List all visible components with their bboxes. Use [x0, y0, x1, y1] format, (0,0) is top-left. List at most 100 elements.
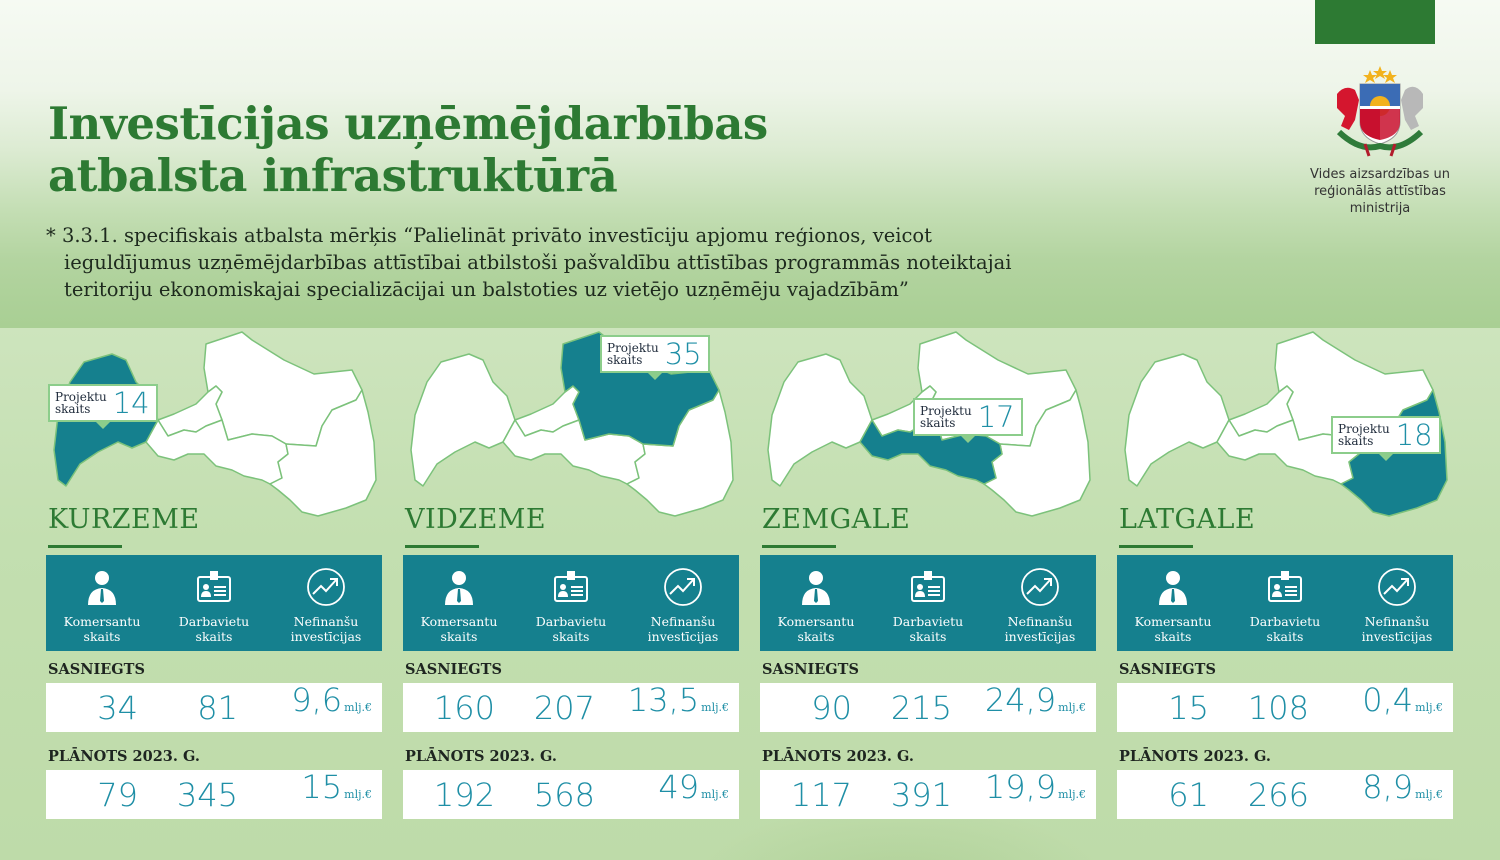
- latvia-coat-of-arms-icon: [1336, 66, 1424, 157]
- subtitle-line: * 3.3.1. specifiskais atbalsta mērķis “P…: [46, 224, 932, 247]
- planned-investments: 8,9 mlj.€: [1362, 768, 1443, 806]
- kpi-header: Komersantu skaits Darbavietu skaits Nefina…: [46, 555, 382, 651]
- ministry-name-line: ministrija: [1349, 201, 1411, 216]
- achieved-investments: 9,6 mlj.€: [291, 681, 372, 719]
- project-count-badge: Projektu skaits 35: [600, 335, 710, 380]
- badge-pointer: [94, 421, 111, 429]
- achieved-label: SASNIEGTS: [1119, 661, 1216, 678]
- kpi-investments: Nefinanšu investīcijas: [1341, 555, 1453, 651]
- project-count: 35: [664, 337, 702, 371]
- region-name: LATGALE: [1119, 504, 1256, 535]
- achieved-companies: 34: [97, 689, 138, 727]
- badge-label: Projektu skaits: [920, 404, 972, 430]
- kpi-jobs: Darbavietu skaits: [1229, 555, 1341, 651]
- region-name: KURZEME: [48, 504, 200, 535]
- kpi-header: Komersantu skaits Darbavietu skaits Nefina…: [403, 555, 739, 651]
- achieved-investments: 13,5 mlj.€: [627, 681, 729, 719]
- unit-label: mlj.€: [1058, 788, 1086, 801]
- planned-investments: 15 mlj.€: [301, 768, 372, 806]
- planned-investments: 19,9 mlj.€: [984, 768, 1086, 806]
- title-line-1: Investīcijas uzņēmējdarbības: [48, 97, 768, 150]
- kpi-companies: Komersantu skaits: [760, 555, 872, 651]
- unit-label: mlj.€: [1415, 701, 1443, 714]
- businessman-icon: [445, 571, 473, 605]
- ministry-name-line: Vides aizsardzības un: [1310, 167, 1450, 182]
- region-name: ZEMGALE: [762, 504, 911, 535]
- badge-pointer: [1377, 453, 1394, 461]
- achieved-companies: 15: [1168, 689, 1209, 727]
- achieved-label: SASNIEGTS: [762, 661, 859, 678]
- kpi-header: Komersantu skaits Darbavietu skaits Nefina…: [760, 555, 1096, 651]
- project-count-badge: Projektu skaits 14: [48, 384, 158, 429]
- kpi-companies: Komersantu skaits: [46, 555, 158, 651]
- growth-chart-icon: [307, 568, 345, 606]
- id-badge-icon: [911, 571, 945, 602]
- unit-label: mlj.€: [1058, 701, 1086, 714]
- achieved-values: 160 207 13,5 mlj.€: [403, 681, 739, 732]
- achieved-label: SASNIEGTS: [48, 661, 145, 678]
- achieved-jobs: 81: [197, 689, 238, 727]
- unit-label: mlj.€: [344, 788, 372, 801]
- subtitle: * 3.3.1. specifiskais atbalsta mērķis “P…: [46, 222, 1276, 303]
- region-underline: [405, 545, 479, 548]
- businessman-icon: [802, 571, 830, 605]
- unit-label: mlj.€: [1415, 788, 1443, 801]
- badge-label: Projektu skaits: [55, 390, 107, 416]
- badge-pointer: [646, 372, 663, 380]
- badge-label: Projektu skaits: [1338, 422, 1390, 448]
- region-card-vidzeme: Projektu skaits 35 VIDZEME Komersantu skai…: [403, 330, 743, 830]
- achieved-values: 34 81 9,6 mlj.€: [46, 681, 382, 732]
- ministry-logo-block: Vides aizsardzības un reģionālās attīstī…: [1290, 60, 1470, 217]
- planned-jobs: 568: [533, 776, 595, 814]
- businessman-icon: [1159, 571, 1187, 605]
- kpi-companies: Komersantu skaits: [403, 555, 515, 651]
- kpi-investments: Nefinanšu investīcijas: [984, 555, 1096, 651]
- planned-jobs: 345: [176, 776, 238, 814]
- region-underline: [48, 545, 122, 548]
- achieved-companies: 90: [811, 689, 852, 727]
- achieved-companies: 160: [433, 689, 495, 727]
- achieved-label: SASNIEGTS: [405, 661, 502, 678]
- planned-companies: 117: [790, 776, 852, 814]
- page-title: Investīcijas uzņēmējdarbības atbalsta in…: [48, 98, 768, 202]
- planned-label: PLĀNOTS 2023. G.: [405, 748, 557, 765]
- kpi-jobs: Darbavietu skaits: [158, 555, 270, 651]
- region-card-kurzeme: Projektu skaits 14 KURZEME Komersantu skai…: [46, 330, 386, 830]
- title-line-2: atbalsta infrastruktūrā: [48, 149, 618, 202]
- id-badge-icon: [197, 571, 231, 602]
- planned-values: 61 266 8,9 mlj.€: [1117, 768, 1453, 819]
- badge-label: Projektu skaits: [607, 341, 659, 367]
- region-underline: [1119, 545, 1193, 548]
- kpi-investments: Nefinanšu investīcijas: [270, 555, 382, 651]
- unit-label: mlj.€: [344, 701, 372, 714]
- planned-values: 79 345 15 mlj.€: [46, 768, 382, 819]
- unit-label: mlj.€: [701, 788, 729, 801]
- planned-jobs: 391: [890, 776, 952, 814]
- growth-chart-icon: [664, 568, 702, 606]
- kpi-header: Komersantu skaits Darbavietu skaits Nefina…: [1117, 555, 1453, 651]
- region-underline: [762, 545, 836, 548]
- project-count-badge: Projektu skaits 18: [1331, 416, 1441, 461]
- region-card-latgale: Projektu skaits 18 LATGALE Komersantu skai…: [1117, 330, 1457, 830]
- planned-label: PLĀNOTS 2023. G.: [762, 748, 914, 765]
- subtitle-line: ieguldījumus uzņēmējdarbības attīstībai …: [64, 251, 1012, 274]
- achieved-investments: 0,4 mlj.€: [1362, 681, 1443, 719]
- planned-values: 192 568 49 mlj.€: [403, 768, 739, 819]
- kpi-investments: Nefinanšu investīcijas: [627, 555, 739, 651]
- planned-label: PLĀNOTS 2023. G.: [48, 748, 200, 765]
- project-count: 17: [977, 400, 1015, 434]
- kpi-jobs: Darbavietu skaits: [872, 555, 984, 651]
- project-count: 18: [1395, 418, 1433, 452]
- unit-label: mlj.€: [701, 701, 729, 714]
- region-name: VIDZEME: [405, 504, 547, 535]
- growth-chart-icon: [1378, 568, 1416, 606]
- ministry-name-line: reģionālās attīstības: [1314, 184, 1446, 199]
- subtitle-line: teritoriju ekonomiskajai specializācijai…: [64, 278, 909, 301]
- badge-pointer: [959, 435, 976, 443]
- ministry-name: Vides aizsardzības un reģionālās attīstī…: [1290, 166, 1470, 217]
- top-green-tab: [1315, 0, 1435, 44]
- project-count: 14: [112, 386, 150, 420]
- achieved-jobs: 108: [1247, 689, 1309, 727]
- latvia-map-kurzeme: [53, 331, 377, 517]
- achieved-values: 15 108 0,4 mlj.€: [1117, 681, 1453, 732]
